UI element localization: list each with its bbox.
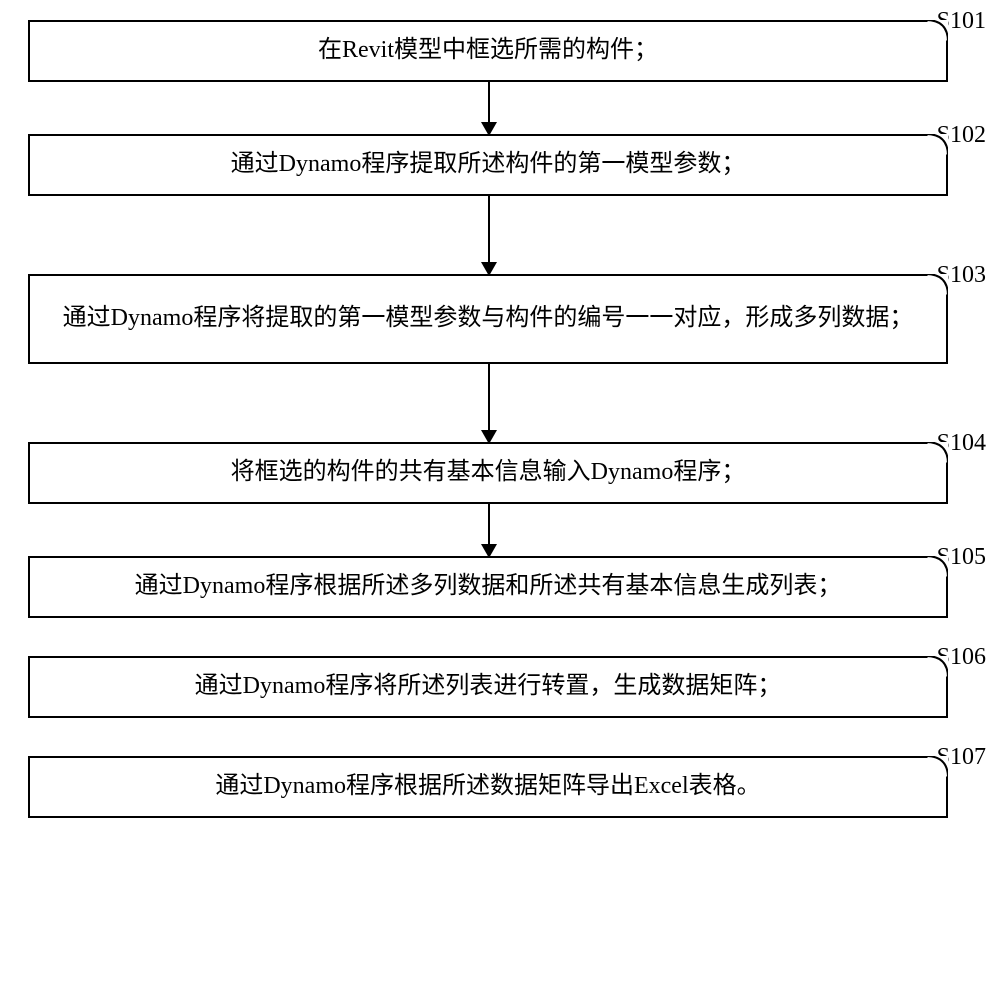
corner-notch-icon (926, 556, 948, 578)
corner-notch-icon (926, 20, 948, 42)
step-box-6: 通过Dynamo程序将所述列表进行转置，生成数据矩阵； (28, 656, 948, 718)
corner-notch-icon (926, 656, 948, 678)
step-box-3: 通过Dynamo程序将提取的第一模型参数与构件的编号一一对应，形成多列数据； (28, 274, 948, 364)
step-text-3: 通过Dynamo程序将提取的第一模型参数与构件的编号一一对应，形成多列数据； (63, 302, 914, 336)
step-box-2: 通过Dynamo程序提取所述构件的第一模型参数； (28, 134, 948, 196)
step-box-1: 在Revit模型中框选所需的构件； (28, 20, 948, 82)
step-text-2: 通过Dynamo程序提取所述构件的第一模型参数； (231, 148, 746, 182)
flowchart-container: S101 在Revit模型中框选所需的构件； S102 通过Dynamo程序提取… (0, 0, 996, 1000)
corner-notch-icon (926, 274, 948, 296)
step-container-4: S104 将框选的构件的共有基本信息输入Dynamo程序； (0, 442, 996, 504)
step-container-5: S105 通过Dynamo程序根据所述多列数据和所述共有基本信息生成列表； (0, 556, 996, 618)
step-container-1: S101 在Revit模型中框选所需的构件； (0, 20, 996, 82)
corner-notch-icon (926, 134, 948, 156)
step-container-3: S103 通过Dynamo程序将提取的第一模型参数与构件的编号一一对应，形成多列… (0, 274, 996, 364)
arrow-2 (488, 196, 490, 274)
gap-1 (0, 618, 996, 656)
corner-notch-icon (926, 756, 948, 778)
step-box-5: 通过Dynamo程序根据所述多列数据和所述共有基本信息生成列表； (28, 556, 948, 618)
step-box-4: 将框选的构件的共有基本信息输入Dynamo程序； (28, 442, 948, 504)
step-text-6: 通过Dynamo程序将所述列表进行转置，生成数据矩阵； (195, 670, 782, 704)
step-text-1: 在Revit模型中框选所需的构件； (318, 34, 658, 68)
step-container-7: S107 通过Dynamo程序根据所述数据矩阵导出Excel表格。 (0, 756, 996, 818)
step-container-2: S102 通过Dynamo程序提取所述构件的第一模型参数； (0, 134, 996, 196)
step-container-6: S106 通过Dynamo程序将所述列表进行转置，生成数据矩阵； (0, 656, 996, 718)
step-text-5: 通过Dynamo程序根据所述多列数据和所述共有基本信息生成列表； (135, 570, 842, 604)
arrow-3 (488, 364, 490, 442)
arrow-1 (488, 82, 490, 134)
gap-2 (0, 718, 996, 756)
step-text-4: 将框选的构件的共有基本信息输入Dynamo程序； (231, 456, 746, 490)
step-box-7: 通过Dynamo程序根据所述数据矩阵导出Excel表格。 (28, 756, 948, 818)
step-text-7: 通过Dynamo程序根据所述数据矩阵导出Excel表格。 (215, 770, 760, 804)
arrow-4 (488, 504, 490, 556)
corner-notch-icon (926, 442, 948, 464)
